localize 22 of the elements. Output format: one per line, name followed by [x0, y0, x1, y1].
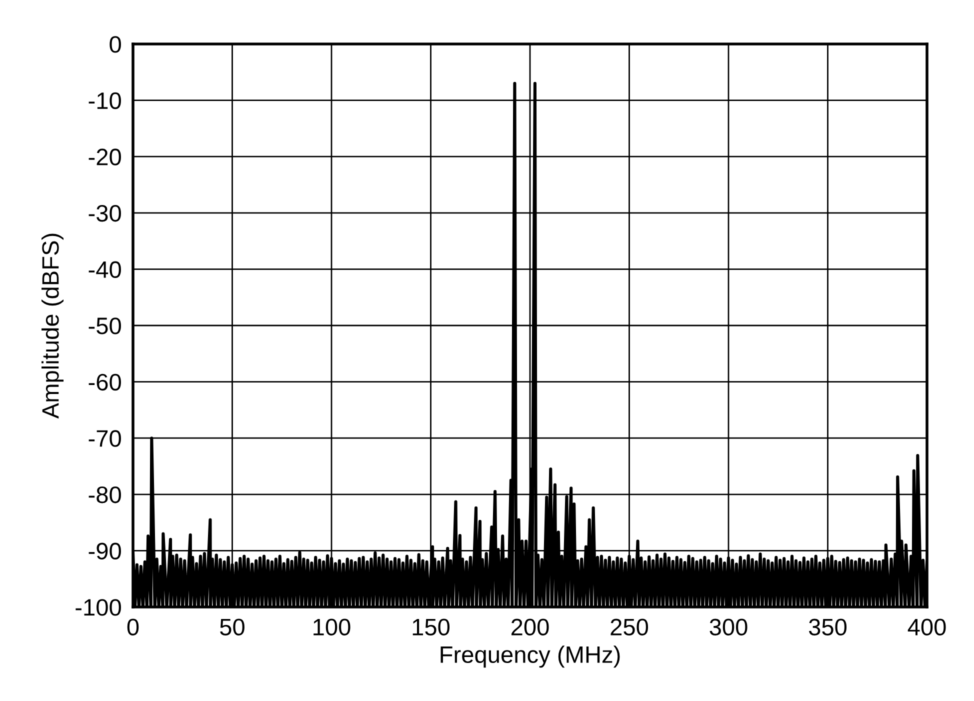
x-axis-title: Frequency (MHz)	[440, 646, 620, 668]
y-tick-label: -70	[88, 430, 121, 447]
y-tick-label: -30	[88, 204, 121, 222]
y-axis-title: Amplitude (dBFS)	[42, 234, 64, 419]
y-tick-label: -80	[88, 486, 121, 504]
x-tick-label: 0	[127, 618, 139, 636]
y-tick-label: -20	[88, 148, 121, 166]
y-tick-label: -60	[88, 374, 121, 391]
y-tick-label: -100	[76, 599, 121, 616]
x-tick-label: 250	[610, 618, 648, 636]
y-tick-label: -50	[88, 318, 121, 334]
x-tick-label: 200	[511, 618, 549, 636]
x-tick-label: 150	[412, 618, 450, 636]
x-tick-label: 50	[220, 618, 244, 636]
y-tick-label: 0	[110, 36, 121, 53]
y-tick-label: -40	[88, 261, 121, 278]
y-tick-label: -90	[88, 542, 121, 560]
x-tick-label: 350	[808, 618, 847, 636]
x-tick-label: 300	[710, 618, 748, 636]
x-tick-label: 400	[908, 618, 946, 636]
y-tick-label: -10	[88, 92, 121, 110]
x-tick-label: 100	[314, 618, 350, 636]
